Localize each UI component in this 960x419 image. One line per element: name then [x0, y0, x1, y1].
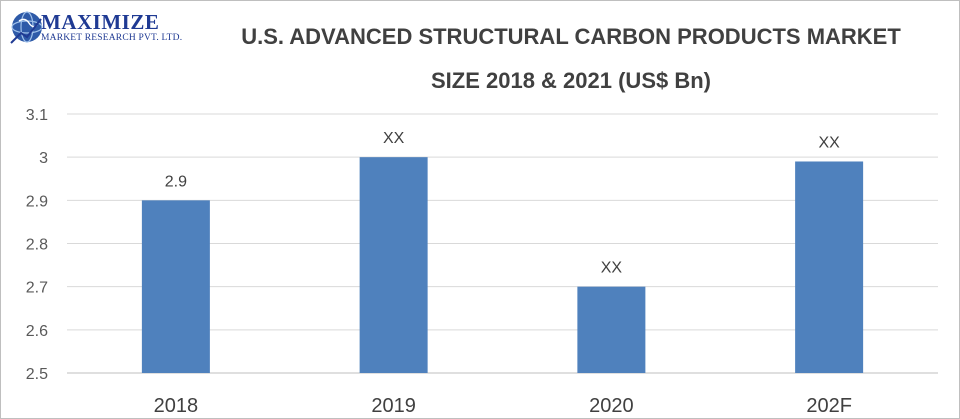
- y-tick-label: 2.7: [26, 280, 48, 297]
- x-tick-label: 2018: [154, 395, 199, 417]
- bar: [359, 157, 428, 373]
- x-tick-label: 2020: [589, 395, 634, 417]
- logo-subtitle: MARKET RESEARCH PVT. LTD.: [41, 33, 183, 43]
- data-label: XX: [601, 260, 623, 277]
- logo-name: MAXIMIZE: [41, 10, 160, 34]
- y-tick-label: 2.9: [26, 193, 48, 210]
- data-label: XX: [383, 130, 405, 147]
- bar: [141, 200, 210, 373]
- data-label: XX: [818, 134, 840, 151]
- company-logo: MAXIMIZE MARKET RESEARCH PVT. LTD.: [5, 5, 205, 61]
- y-tick-label: 2.8: [26, 237, 48, 254]
- globe-icon: [10, 11, 43, 44]
- chart-title: U.S. ADVANCED STRUCTURAL CARBON PRODUCTS…: [191, 15, 951, 103]
- bar: [795, 161, 864, 373]
- chart-title-line-1: U.S. ADVANCED STRUCTURAL CARBON PRODUCTS…: [241, 24, 901, 49]
- x-tick-label: 202F: [806, 395, 852, 417]
- y-tick-label: 3.1: [26, 107, 48, 124]
- y-tick-label: 2.5: [26, 366, 48, 383]
- bar: [577, 286, 646, 373]
- chart-title-line-2: SIZE 2018 & 2021 (US$ Bn): [430, 68, 711, 93]
- data-label: 2.9: [165, 173, 187, 190]
- y-tick-label: 2.6: [26, 323, 48, 340]
- x-tick-label: 2019: [371, 395, 416, 417]
- y-tick-label: 3: [39, 150, 48, 167]
